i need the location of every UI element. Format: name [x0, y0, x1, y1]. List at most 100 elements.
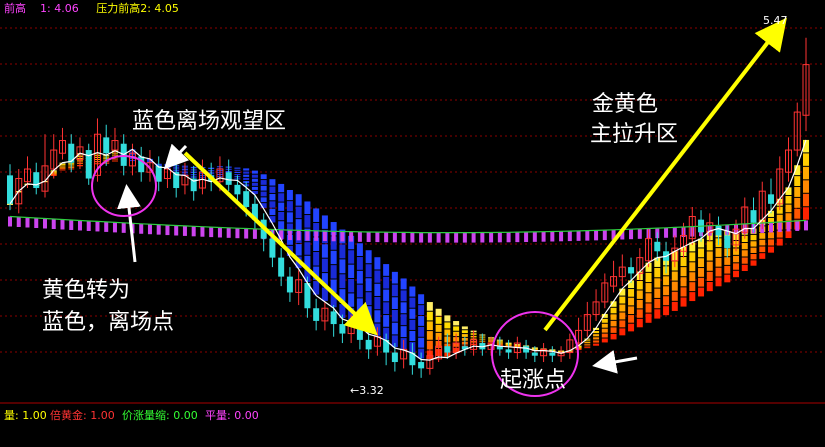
ribbon-cell — [365, 306, 372, 320]
ribbon-cell — [584, 342, 591, 344]
ribbon-cell — [330, 293, 337, 308]
purple-band-bar — [515, 232, 520, 243]
candle-body — [768, 194, 775, 204]
purple-band-bar — [637, 228, 642, 239]
ribbon-cell — [768, 232, 775, 239]
ribbon-cell — [444, 322, 451, 329]
ribbon-cell — [733, 270, 740, 278]
ribbon-cell — [418, 305, 425, 316]
ribbon-cell — [689, 272, 696, 282]
ribbon-cell — [339, 244, 346, 259]
ribbon-cell — [435, 308, 442, 316]
ribbon-cell — [435, 332, 442, 340]
purple-band-bar — [226, 227, 231, 238]
ribbon-cell — [803, 193, 809, 207]
ribbon-cell — [689, 242, 696, 252]
ribbon-cell — [321, 287, 328, 301]
annotation-blue-exit-zone: 蓝色离场观望区 — [132, 109, 287, 134]
ribbon-cell — [59, 169, 66, 171]
circle-exit-point — [91, 155, 157, 217]
candle-body — [557, 352, 565, 357]
candle-body — [680, 234, 688, 252]
ribbon-cell — [400, 302, 407, 314]
purple-band-bar — [77, 220, 82, 231]
ribbon-cell — [269, 193, 276, 201]
candle-body — [418, 362, 425, 369]
green-ma-line — [9, 215, 807, 234]
purple-band-bar — [209, 227, 214, 238]
candle-body — [706, 222, 714, 233]
candle-body — [330, 311, 337, 325]
ribbon-cell — [619, 296, 626, 304]
ribbon-cell — [803, 180, 809, 193]
ribbon-cell — [409, 330, 416, 342]
ribbon-cell — [391, 271, 398, 284]
ribbon-cell — [278, 193, 285, 202]
ribbon-cell — [374, 283, 381, 296]
purple-band-bar — [156, 224, 161, 235]
ribbon-cell — [295, 244, 302, 256]
ribbon-cell — [339, 289, 346, 304]
purple-band-bar — [392, 232, 397, 243]
candle-body — [496, 346, 503, 350]
candle-body — [243, 191, 250, 207]
purple-band-bar — [174, 225, 179, 236]
candle-body — [750, 210, 757, 223]
candle-body — [505, 349, 512, 353]
ribbon-cell — [409, 286, 416, 297]
ribbon-cell — [243, 174, 250, 177]
ribbon-cell — [391, 335, 398, 348]
candle-body — [7, 175, 13, 204]
ribbon-cell — [759, 233, 766, 239]
candle-body — [654, 241, 661, 252]
candle-body — [391, 352, 398, 363]
ribbon-cell — [234, 167, 241, 169]
ribbon-cell — [794, 176, 801, 187]
ribbon-cell — [785, 187, 792, 195]
ribbon-cell — [645, 262, 652, 272]
candle-body — [23, 168, 31, 183]
purple-band-bar — [471, 232, 476, 243]
ribbon-cell — [706, 251, 713, 261]
ribbon-cell — [759, 246, 766, 253]
purple-band-bar — [541, 231, 546, 242]
ribbon-cell — [234, 169, 241, 171]
candle-body — [592, 301, 600, 316]
ribbon-cell — [435, 324, 442, 332]
ribbon-cell — [593, 343, 600, 346]
ribbon-cell — [400, 290, 407, 302]
ribbon-cell — [645, 303, 652, 313]
candle-body — [575, 329, 583, 344]
candle-body — [15, 178, 23, 205]
purple-band-bar — [296, 230, 301, 241]
candle-body — [269, 238, 276, 258]
ribbon-cell — [278, 221, 285, 230]
ribbon-cell — [698, 287, 705, 297]
ribbon-cell — [803, 139, 809, 153]
ribbon-cell — [383, 276, 390, 289]
ribbon-cell — [313, 281, 320, 295]
ribbon-cell — [321, 273, 328, 287]
ribbon-cell — [409, 297, 416, 308]
ribbon-cell — [680, 287, 687, 297]
purple-band-bar — [322, 231, 327, 242]
ribbon-cell — [628, 306, 635, 315]
ribbon-cell — [610, 333, 617, 340]
ribbon-cell — [663, 276, 670, 286]
ribbon-cell — [426, 302, 433, 311]
ribbon-cell — [593, 334, 600, 337]
ribbon-cell — [706, 271, 713, 281]
candle-body — [339, 324, 346, 334]
ribbon-cell — [295, 219, 302, 231]
ribbon-cell — [610, 301, 617, 307]
ribbon-cell — [680, 297, 687, 307]
candle-body — [173, 172, 180, 189]
ribbon-cell — [251, 170, 258, 174]
ribbon-cell — [321, 244, 328, 258]
candle-body — [304, 282, 311, 309]
ribbon-cell — [286, 223, 293, 234]
purple-band-bar — [480, 232, 485, 243]
legend-price-up-vol-down: 价涨量缩: 0.00 — [122, 409, 198, 422]
annotation-arrows — [117, 17, 787, 374]
purple-band-bar — [611, 229, 616, 240]
